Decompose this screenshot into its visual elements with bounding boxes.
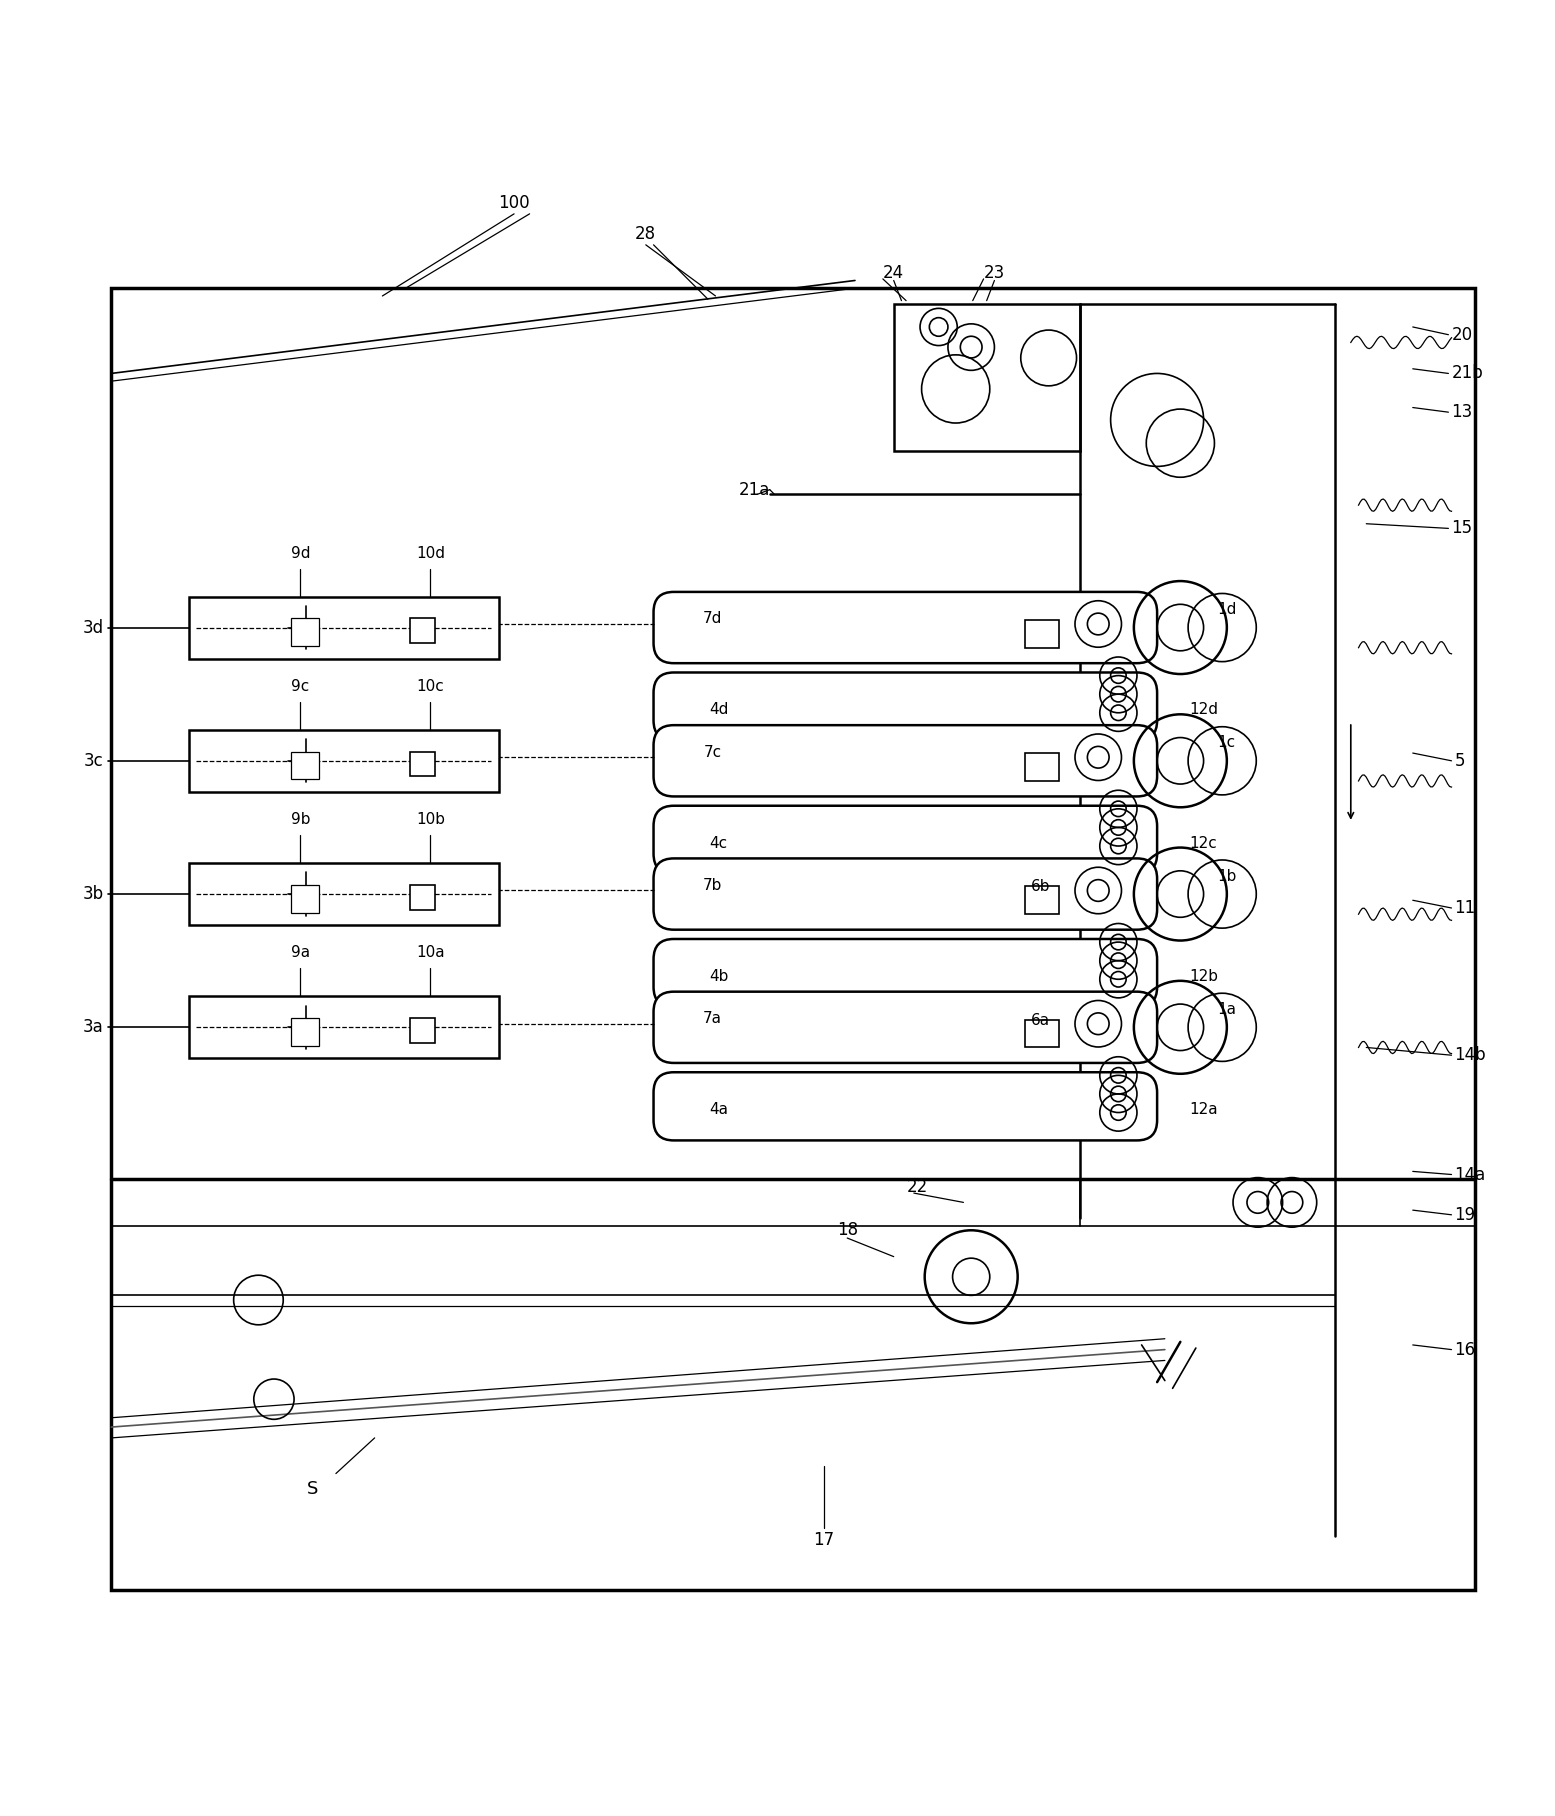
Text: 7d: 7d xyxy=(703,612,722,627)
Text: 12b: 12b xyxy=(1190,970,1218,984)
Text: 5: 5 xyxy=(1454,752,1465,770)
Text: 9d: 9d xyxy=(291,545,309,561)
Text: 17: 17 xyxy=(813,1531,835,1549)
Text: 7c: 7c xyxy=(703,745,722,759)
FancyBboxPatch shape xyxy=(653,992,1157,1062)
Bar xyxy=(188,597,499,659)
Text: 1a: 1a xyxy=(1218,1002,1236,1017)
Text: 9a: 9a xyxy=(291,946,309,961)
Text: 10d: 10d xyxy=(415,545,445,561)
Text: S: S xyxy=(306,1480,319,1498)
Text: 9c: 9c xyxy=(291,679,309,694)
Text: 21b: 21b xyxy=(1451,365,1483,383)
Text: 11: 11 xyxy=(1454,899,1476,917)
Text: 4a: 4a xyxy=(709,1102,728,1117)
Text: 1b: 1b xyxy=(1218,868,1236,884)
Text: 14b: 14b xyxy=(1454,1046,1487,1064)
Text: 12a: 12a xyxy=(1190,1102,1218,1117)
Text: 9b: 9b xyxy=(291,812,309,826)
Text: 16: 16 xyxy=(1454,1340,1476,1358)
FancyBboxPatch shape xyxy=(653,592,1157,663)
Text: 13: 13 xyxy=(1451,403,1473,421)
Text: 6b: 6b xyxy=(1031,879,1051,895)
Bar xyxy=(291,617,319,646)
FancyBboxPatch shape xyxy=(653,939,1157,1008)
FancyBboxPatch shape xyxy=(653,806,1157,873)
Text: 10c: 10c xyxy=(417,679,445,694)
Text: 100: 100 xyxy=(498,194,530,212)
Bar xyxy=(1025,619,1059,648)
Bar xyxy=(112,289,1474,1589)
Bar xyxy=(291,884,319,913)
Bar xyxy=(188,863,499,924)
Bar xyxy=(894,303,1079,450)
Bar xyxy=(188,730,499,792)
Text: 22: 22 xyxy=(907,1179,928,1197)
Text: 10b: 10b xyxy=(415,812,445,826)
Text: 21a: 21a xyxy=(739,481,770,499)
Text: 3a: 3a xyxy=(82,1019,104,1037)
Bar xyxy=(411,617,435,643)
Text: 10a: 10a xyxy=(417,946,445,961)
Text: 7b: 7b xyxy=(703,877,722,893)
Text: 7a: 7a xyxy=(703,1012,722,1026)
Text: 4d: 4d xyxy=(709,703,728,717)
FancyBboxPatch shape xyxy=(653,1071,1157,1140)
FancyBboxPatch shape xyxy=(653,725,1157,797)
Text: 24: 24 xyxy=(883,263,905,281)
Bar xyxy=(411,752,435,775)
Bar xyxy=(411,1019,435,1042)
Text: 15: 15 xyxy=(1451,519,1473,538)
Bar xyxy=(1025,886,1059,913)
Text: 1d: 1d xyxy=(1218,603,1236,617)
Text: 6a: 6a xyxy=(1031,1013,1051,1028)
Bar xyxy=(411,884,435,910)
Bar xyxy=(1025,754,1059,781)
Text: 23: 23 xyxy=(984,263,1005,281)
Text: 28: 28 xyxy=(636,225,656,243)
Bar xyxy=(1025,1019,1059,1048)
Text: 3d: 3d xyxy=(82,619,104,637)
Bar xyxy=(188,997,499,1059)
Bar xyxy=(291,1019,319,1046)
Text: 12c: 12c xyxy=(1190,835,1218,850)
Text: 18: 18 xyxy=(837,1222,858,1239)
Text: 12d: 12d xyxy=(1190,703,1218,717)
Text: 3b: 3b xyxy=(82,884,104,903)
Text: 20: 20 xyxy=(1451,325,1473,343)
Bar xyxy=(291,752,319,779)
FancyBboxPatch shape xyxy=(653,859,1157,930)
Text: 3c: 3c xyxy=(84,752,104,770)
Text: 4b: 4b xyxy=(709,970,728,984)
Text: 1c: 1c xyxy=(1218,735,1236,750)
Text: 4c: 4c xyxy=(709,835,728,850)
Text: 14a: 14a xyxy=(1454,1166,1487,1184)
Text: 19: 19 xyxy=(1454,1206,1476,1224)
FancyBboxPatch shape xyxy=(653,672,1157,741)
